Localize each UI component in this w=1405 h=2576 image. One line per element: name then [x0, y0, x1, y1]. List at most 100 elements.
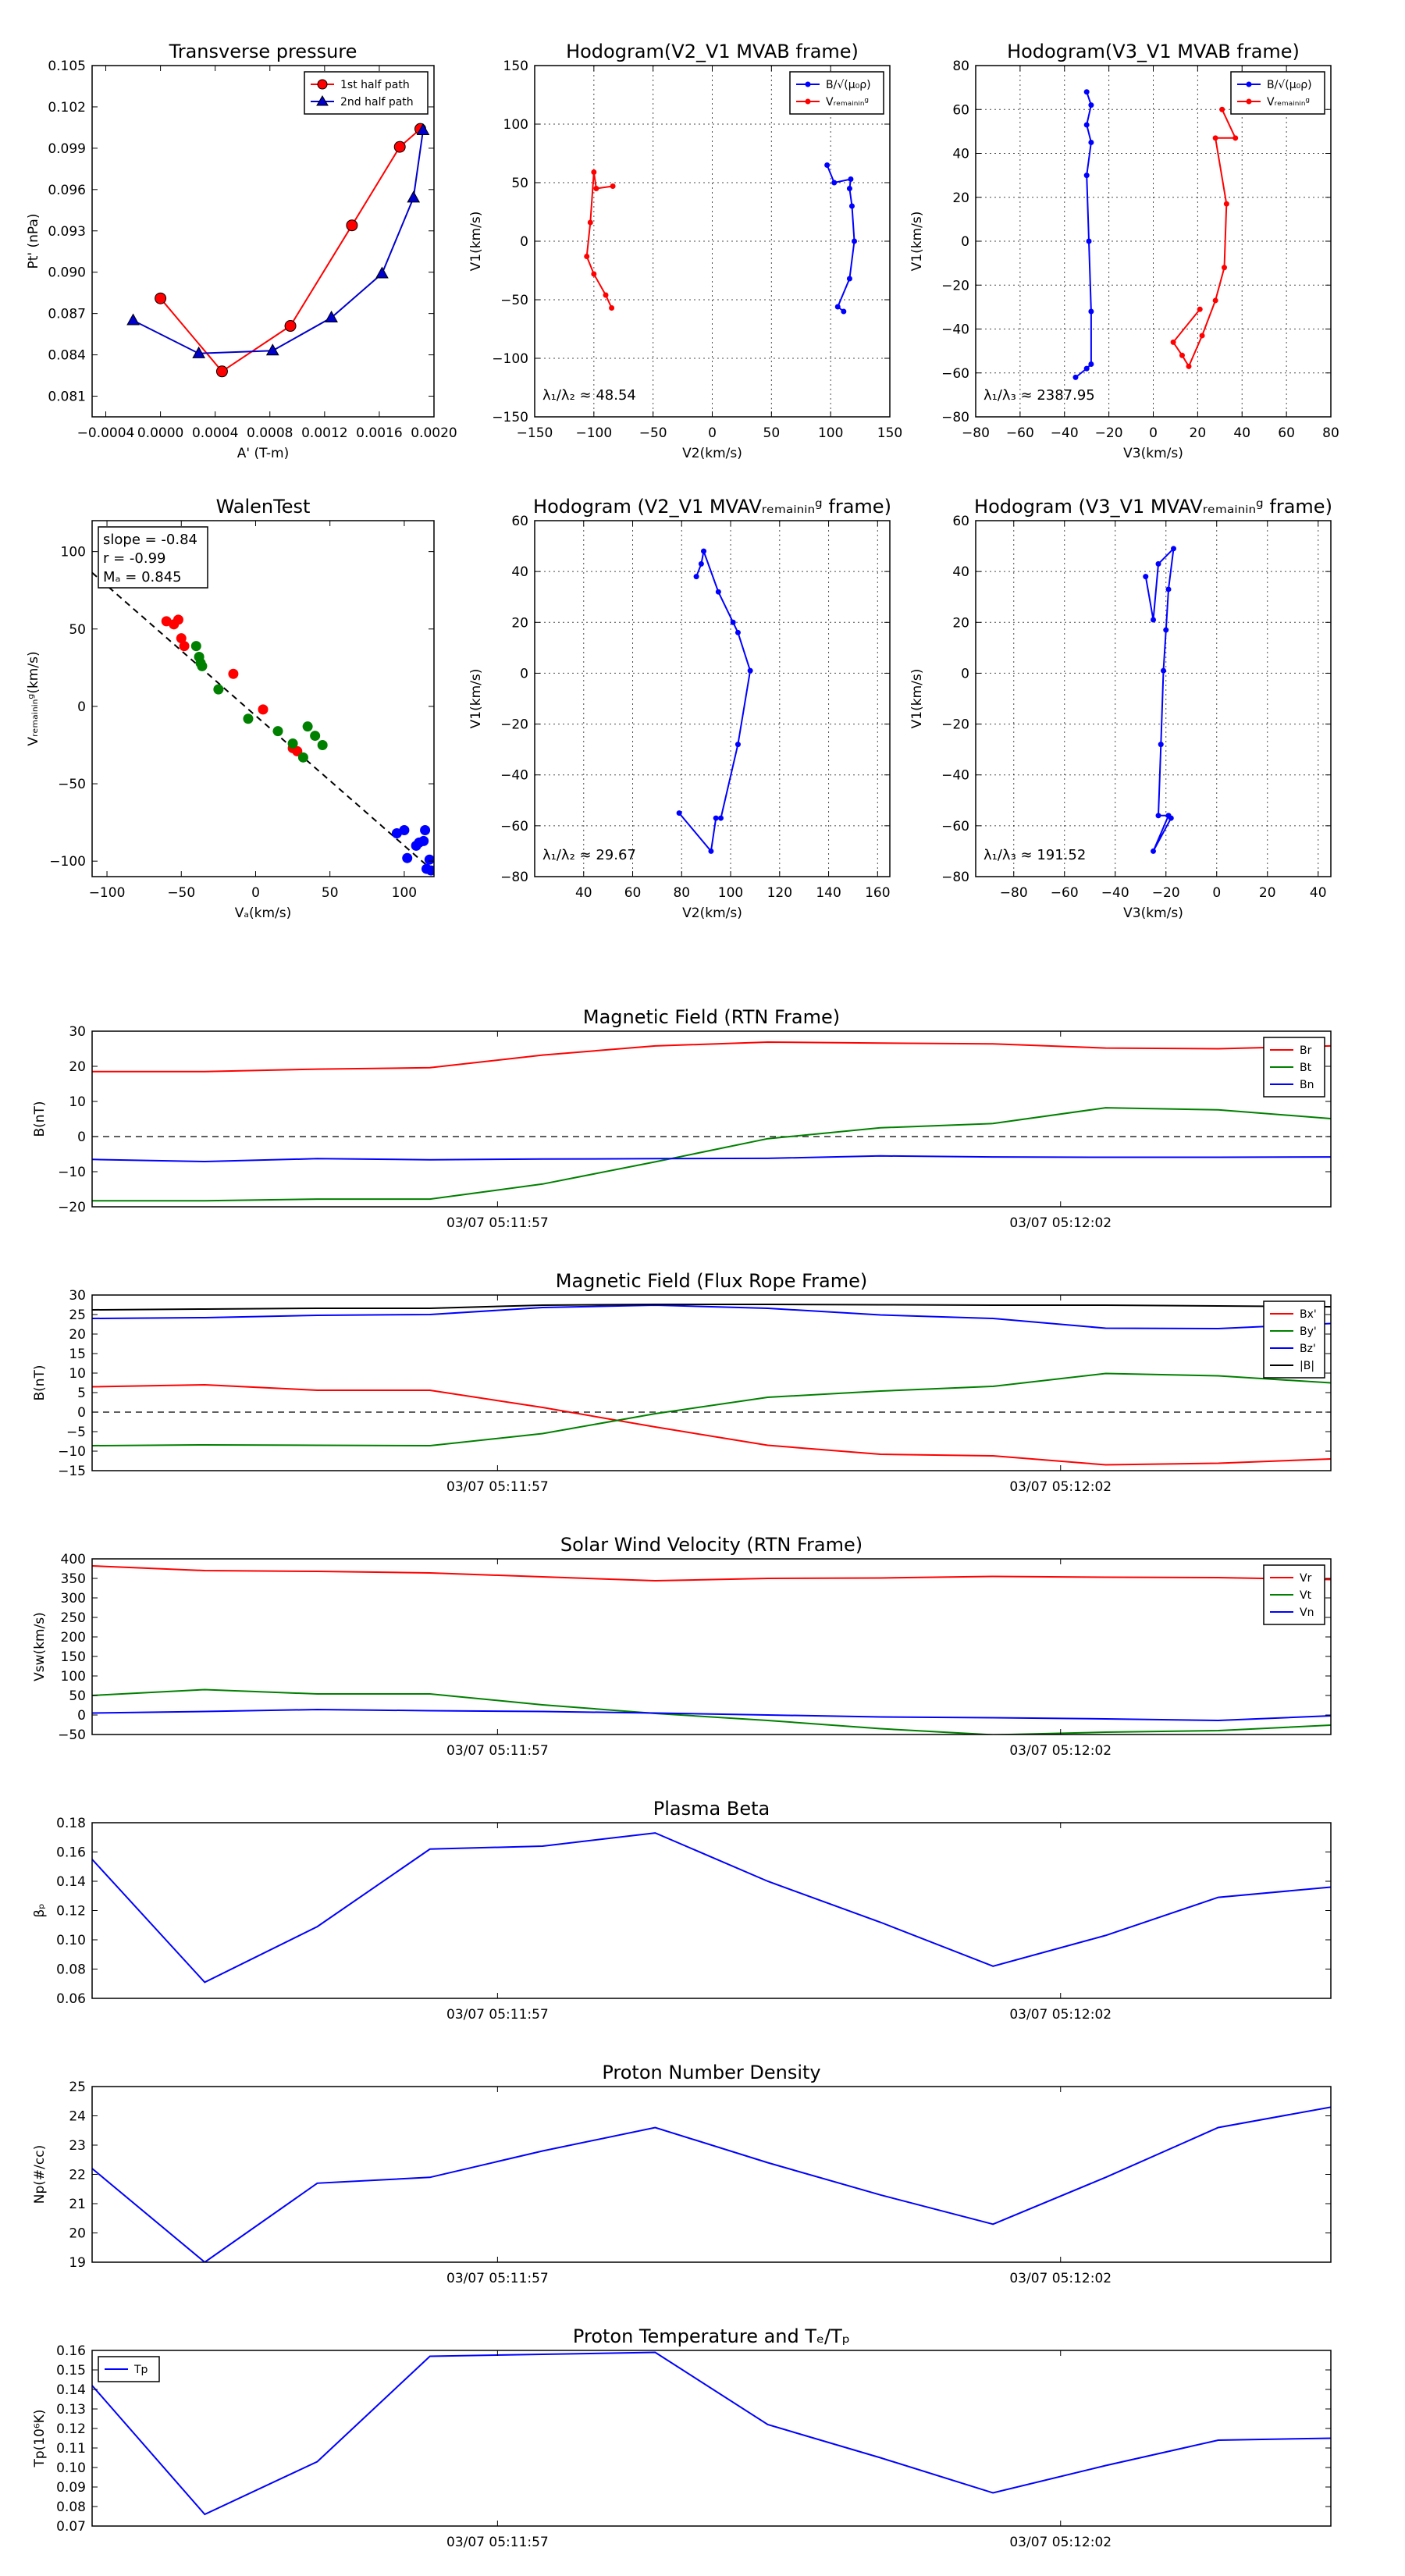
y-tick-label: 30: [69, 1024, 86, 1040]
y-tick-label: 23: [69, 2138, 86, 2154]
data-point: [1219, 106, 1225, 112]
data-point: [1199, 333, 1205, 339]
series-line-2: [92, 1708, 1331, 1722]
data-point: [243, 713, 254, 724]
plot-area: [676, 548, 753, 854]
x-tick-label: −100: [575, 425, 612, 441]
chart-title: Plasma Beta: [653, 1798, 770, 1820]
plot-area: [1143, 546, 1176, 854]
plot-area: [92, 1565, 1331, 1735]
stats-line-0: slope = -0.84: [103, 532, 197, 548]
y-tick-label: 60: [952, 102, 969, 118]
y-tick-label: −150: [492, 410, 528, 425]
data-point: [1197, 306, 1203, 312]
y-tick-label: −50: [58, 777, 86, 792]
chart-title: Hodogram(V3_V1 MVAB frame): [1007, 41, 1300, 62]
data-point: [831, 180, 838, 186]
y-tick-label: 0: [77, 699, 86, 715]
chart-title: Hodogram (V2_V1 MVAVᵣₑₘₐᵢₙᵢₙᵍ frame): [533, 496, 891, 518]
y-tick-label: 0.093: [48, 224, 86, 240]
y-tick-label: 0.06: [56, 1991, 86, 2007]
stats-line-2: Mₐ = 0.845: [103, 569, 182, 585]
y-tick-label: −20: [941, 278, 969, 294]
x-tick-label: 03/07 05:11:57: [446, 1215, 549, 1231]
data-point: [1212, 297, 1218, 304]
y-tick-label: 0.18: [56, 1816, 86, 1831]
y-tick-label: 0.16: [56, 1845, 86, 1861]
legend-label-0: Vr: [1300, 1572, 1312, 1585]
y-tick-label: 22: [69, 2168, 86, 2183]
data-point: [747, 667, 753, 674]
y-tick-label: 0: [520, 234, 528, 250]
y-tick-label: 19: [69, 2255, 86, 2271]
data-point: [179, 641, 190, 652]
data-point: [1083, 173, 1090, 179]
legend-marker: [1246, 98, 1252, 105]
data-point: [610, 183, 616, 189]
y-axis-label: βₚ: [32, 1903, 48, 1917]
chart-title: Magnetic Field (RTN Frame): [583, 1006, 840, 1028]
chart-vsw: Solar Wind Velocity (RTN Frame) 03/07 05:…: [32, 1534, 1332, 1759]
y-tick-label: 0.105: [48, 59, 86, 74]
y-tick-label: 0.087: [48, 307, 86, 322]
x-tick-label: 140: [816, 885, 841, 901]
y-tick-label: 25: [69, 1308, 86, 1323]
x-tick-label: −0.0004: [77, 425, 135, 441]
x-tick-label: −40: [1051, 425, 1079, 441]
data-point: [584, 254, 590, 259]
x-tick-label: −150: [517, 425, 553, 441]
y-tick-label: 80: [952, 59, 969, 74]
x-tick-label: −80: [962, 425, 990, 441]
eigenvalue-ratio-annotation: λ₁/λ₃ ≈ 2387.95: [984, 387, 1095, 404]
data-point: [284, 320, 297, 333]
y-tick-label: 100: [61, 545, 86, 560]
plot-area: [1072, 89, 1239, 380]
data-point: [1222, 265, 1227, 271]
x-tick-label: 03/07 05:12:02: [1009, 2271, 1112, 2286]
x-axis-label: V2(km/s): [682, 906, 742, 921]
y-tick-label: 250: [61, 1610, 86, 1626]
y-tick-label: −40: [500, 768, 528, 784]
x-tick-label: −40: [1101, 885, 1129, 901]
eigenvalue-ratio-annotation: λ₁/λ₂ ≈ 29.67: [542, 847, 636, 863]
series-line-0: [1075, 91, 1092, 379]
x-tick-label: 0.0020: [411, 425, 457, 441]
data-point: [1165, 586, 1172, 592]
y-tick-label: 0.12: [56, 2421, 86, 2437]
series-line-0: [92, 1383, 1331, 1466]
legend-label-1: Vᵣₑₘₐᵢₙᵢₙᵍ: [826, 96, 869, 109]
data-point: [197, 660, 208, 671]
data-point: [213, 684, 224, 695]
data-point: [834, 304, 841, 310]
data-point: [420, 825, 431, 836]
legend-label-0: B/√(μ₀ρ): [1267, 79, 1312, 91]
y-tick-label: 20: [952, 190, 969, 206]
y-tick-label: 0: [77, 1405, 86, 1421]
data-point: [735, 629, 741, 635]
series-line-0: [159, 128, 422, 373]
y-axis-label: Np(#/cc): [32, 2145, 48, 2204]
y-tick-label: −10: [58, 1165, 86, 1180]
y-tick-label: −50: [58, 1727, 86, 1743]
data-point: [416, 123, 430, 135]
data-point: [1083, 89, 1090, 95]
y-tick-label: −20: [500, 717, 528, 733]
y-tick-label: 50: [511, 176, 528, 191]
data-point: [591, 271, 597, 277]
y-tick-label: −20: [58, 1200, 86, 1215]
data-point: [126, 313, 140, 326]
series-line-1: [92, 1372, 1331, 1447]
y-tick-label: 0.10: [56, 2460, 86, 2476]
x-tick-label: 160: [865, 885, 890, 901]
y-tick-label: 20: [69, 1327, 86, 1343]
data-point: [848, 176, 854, 182]
y-tick-label: −100: [492, 351, 528, 367]
x-tick-label: 03/07 05:11:57: [446, 1479, 549, 1495]
chart-np: Proton Number Density 03/07 05:11:57 03/07…: [32, 2062, 1332, 2286]
y-tick-label: 0.090: [48, 265, 86, 281]
x-tick-label: 20: [1259, 885, 1276, 901]
legend-label-3: |B|: [1300, 1360, 1314, 1372]
y-tick-label: 0.14: [56, 2382, 86, 2398]
axes-frame: [91, 1822, 1332, 1999]
data-point: [272, 726, 283, 737]
